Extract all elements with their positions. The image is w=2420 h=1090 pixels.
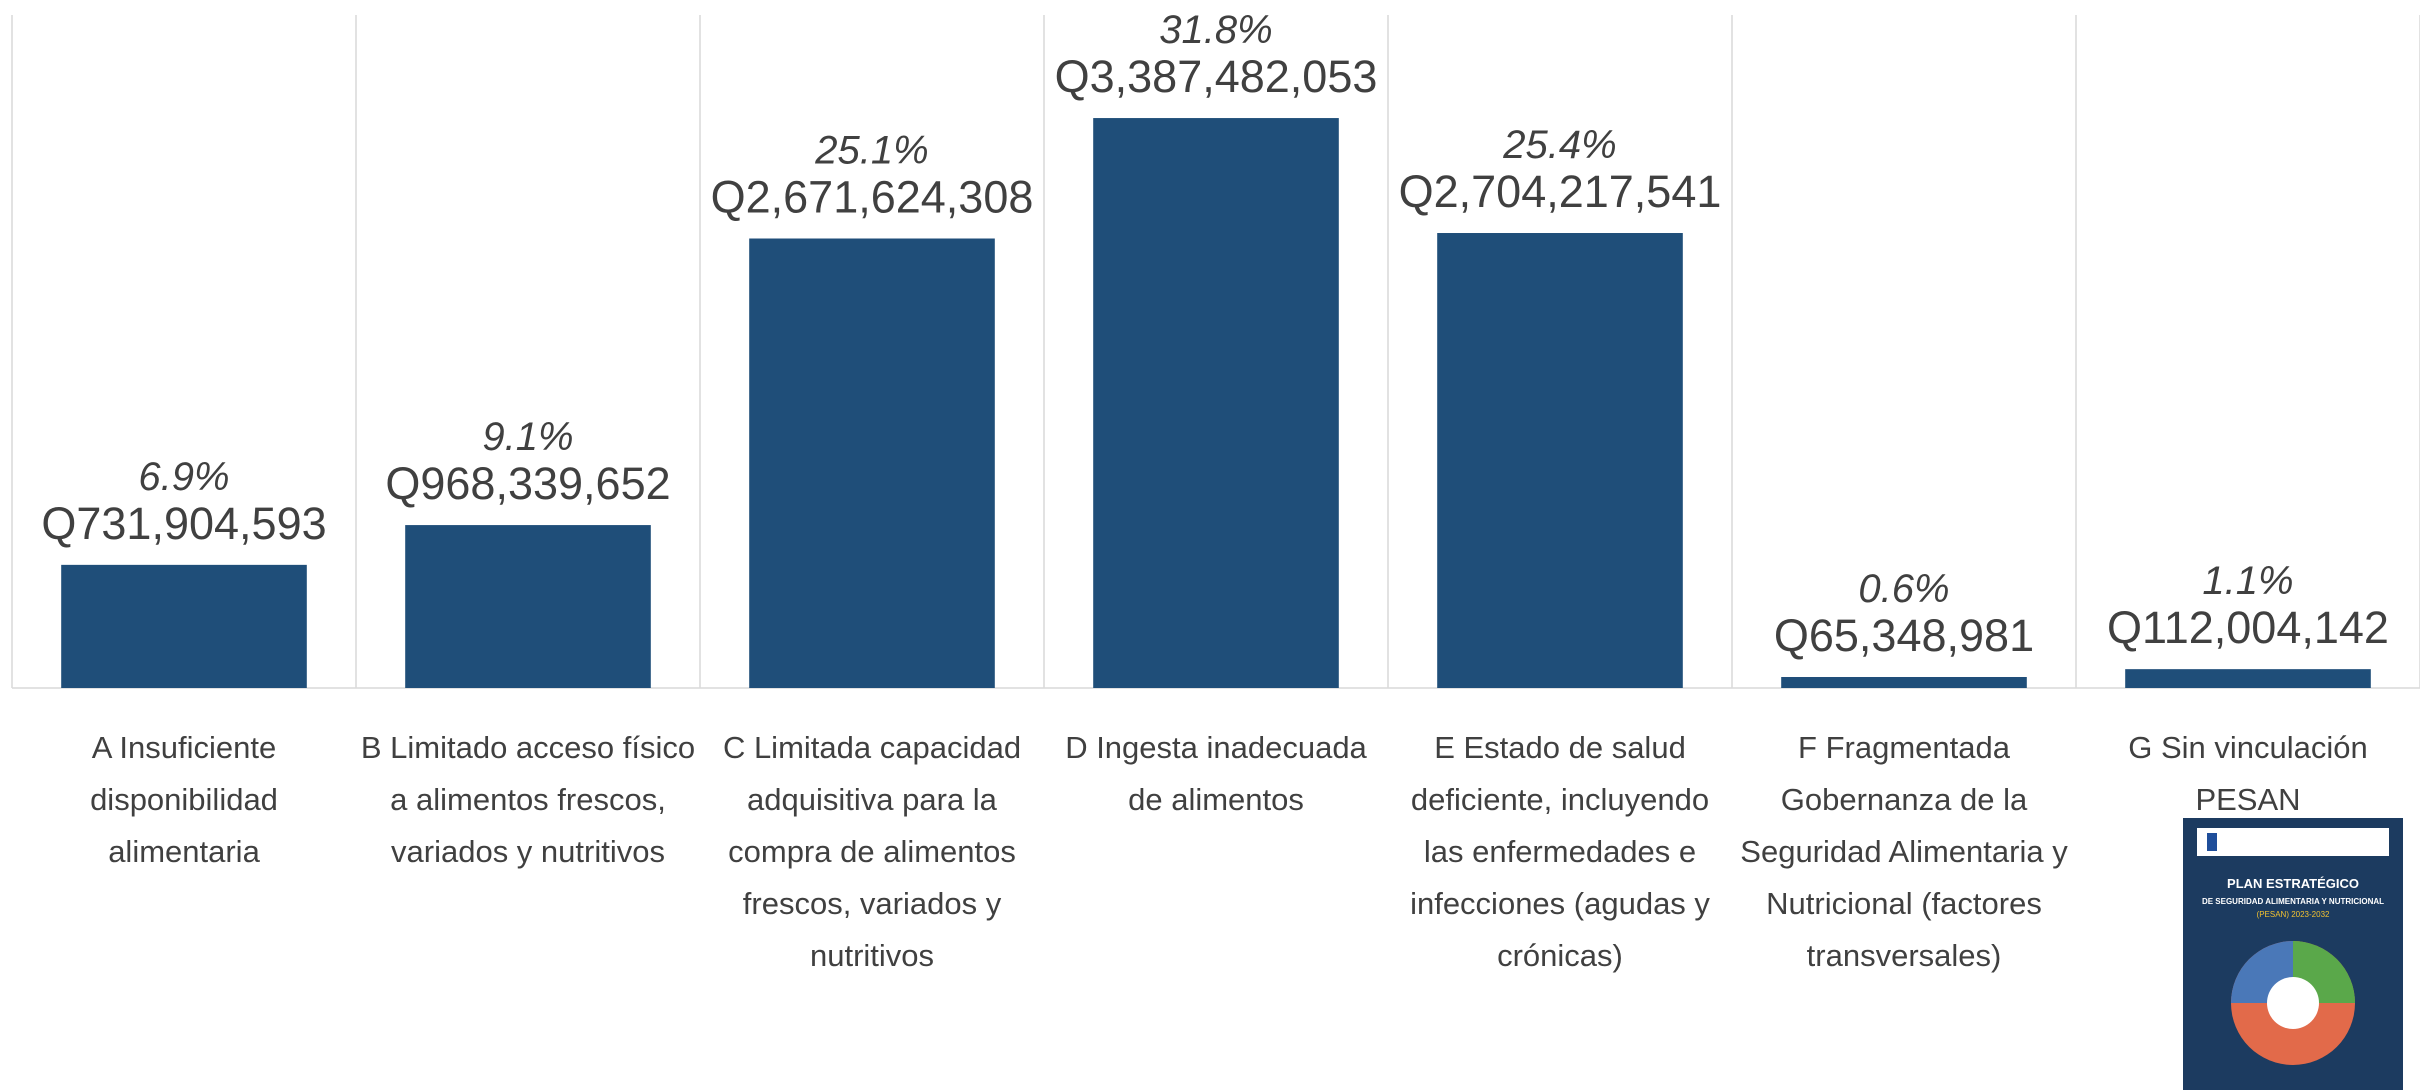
cover-ring-hole — [2267, 977, 2319, 1029]
category-label: A Insuficiente disponibilidad alimentari… — [90, 730, 278, 869]
value-label: Q112,004,142 — [2107, 602, 2389, 653]
percent-label: 0.6% — [1858, 567, 1949, 611]
percent-label: 6.9% — [138, 455, 229, 499]
percent-label: 1.1% — [2202, 559, 2293, 603]
category-label: G Sin vinculación PESAN — [2128, 730, 2368, 817]
bar — [1437, 233, 1683, 689]
document-cover: PLAN ESTRATÉGICO DE SEGURIDAD ALIMENTARI… — [2183, 818, 2403, 1090]
value-label: Q3,387,482,053 — [1055, 51, 1378, 102]
percent-label: 31.8% — [1159, 8, 1272, 52]
category-label: D Ingesta inadecuada de alimentos — [1065, 730, 1367, 817]
bar — [1781, 677, 2027, 688]
percent-label: 25.1% — [814, 128, 928, 172]
percent-label: 9.1% — [482, 415, 573, 459]
category-label: C Limitada capacidad adquisitiva para la… — [722, 730, 1022, 973]
category-label: E Estado de salud deficiente, incluyendo… — [1410, 730, 1710, 973]
bar — [749, 238, 995, 688]
bar — [61, 564, 307, 688]
cover-header — [2197, 828, 2389, 856]
cover-subtitle: DE SEGURIDAD ALIMENTARIA Y NUTRICIONAL — [2202, 897, 2384, 906]
value-label: Q731,904,593 — [41, 498, 326, 549]
bar — [2125, 669, 2371, 688]
value-label: Q968,339,652 — [385, 458, 670, 509]
value-label: Q65,348,981 — [1774, 610, 2034, 661]
cover-logo — [2207, 833, 2217, 851]
cover-code: (PESAN) 2023-2032 — [2257, 910, 2330, 919]
cover-title: PLAN ESTRATÉGICO — [2227, 876, 2359, 891]
value-label: Q2,704,217,541 — [1399, 166, 1722, 217]
bar — [1093, 118, 1339, 688]
value-label: Q2,671,624,308 — [711, 171, 1034, 222]
category-label: F Fragmentada Gobernanza de la Seguridad… — [1740, 730, 2068, 973]
percent-label: 25.4% — [1502, 123, 1616, 167]
bar — [405, 525, 651, 688]
category-label: B Limitado acceso físico a alimentos fre… — [360, 730, 696, 869]
